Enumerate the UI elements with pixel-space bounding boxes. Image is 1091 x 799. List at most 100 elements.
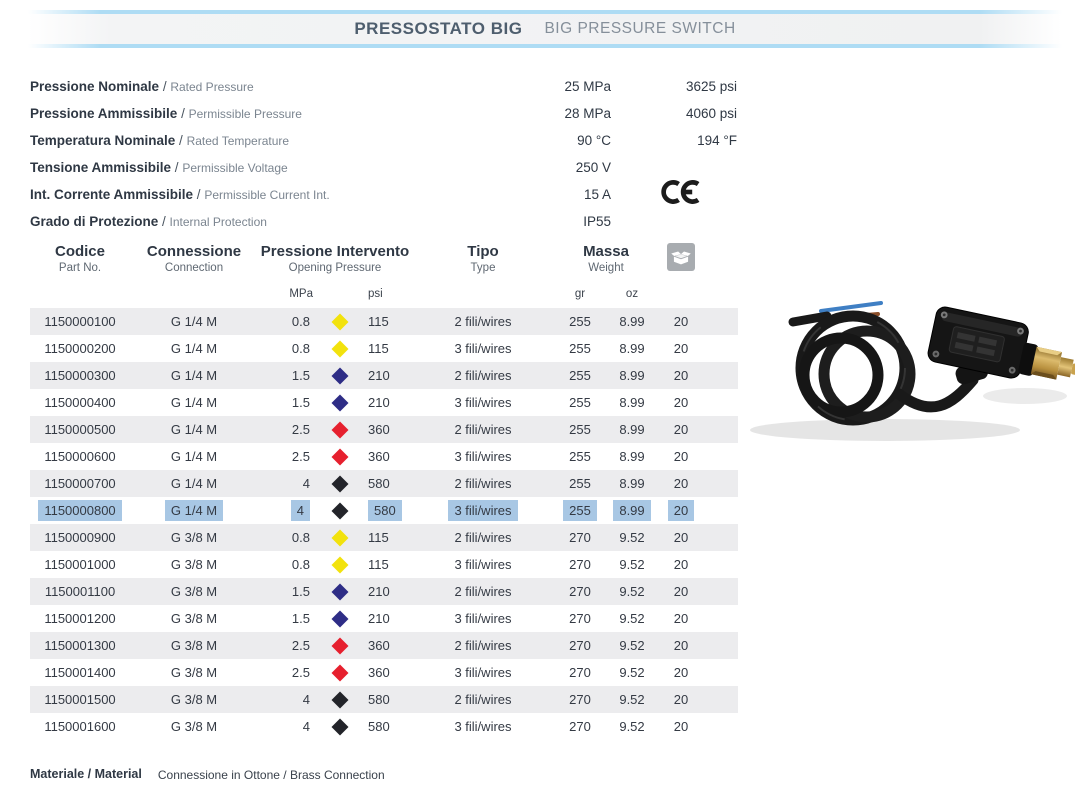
cell-qty: 20 bbox=[673, 449, 689, 465]
cell-oz: 9.52 bbox=[619, 584, 645, 600]
table-row[interactable]: 1150001000 G 3/8 M 0.8 115 3 fili/wires 270 9.… bbox=[30, 551, 738, 578]
cell-code: 1150000300 bbox=[44, 368, 116, 384]
cell-code: 1150001000 bbox=[44, 557, 116, 573]
table-row[interactable]: 1150000300 G 1/4 M 1.5 210 2 fili/wires 255 8.… bbox=[30, 362, 738, 390]
spec-row: Pressione Ammissibile / Permissible Pres… bbox=[30, 106, 737, 121]
table-header: Codice Part No. Connessione Connection P… bbox=[30, 243, 738, 275]
cell-gr: 270 bbox=[569, 530, 591, 546]
spec-label-en: Permissible Current Int. bbox=[204, 188, 330, 202]
cell-code: 1150001300 bbox=[44, 638, 116, 654]
spec-label-en: Internal Protection bbox=[169, 215, 267, 229]
table-row[interactable]: 1150000400 G 1/4 M 1.5 210 3 fili/wires 255 8.… bbox=[30, 389, 738, 416]
cell-connection: G 3/8 M bbox=[170, 719, 218, 735]
spec-metric-value: 28 MPa bbox=[564, 106, 611, 121]
cell-gr: 270 bbox=[569, 611, 591, 627]
cell-pressure-color bbox=[318, 448, 362, 466]
cell-gr: 255 bbox=[569, 449, 591, 465]
navy-diamond-icon bbox=[331, 610, 349, 628]
cell-psi: 115 bbox=[368, 530, 389, 546]
cell-pressure-color bbox=[318, 340, 362, 358]
cell-type: 2 fili/wires bbox=[454, 314, 512, 330]
column-header-pressure: Pressione Intervento bbox=[260, 243, 410, 260]
cell-gr: 255 bbox=[569, 368, 591, 384]
cell-mpa: 1.5 bbox=[291, 368, 310, 384]
cell-oz: 9.52 bbox=[619, 692, 645, 708]
table-row[interactable]: 1150000700 G 1/4 M 4 580 2 fili/wires 255 8.99… bbox=[30, 470, 738, 498]
black-diamond-icon bbox=[331, 718, 349, 736]
cell-type: 2 fili/wires bbox=[454, 368, 512, 384]
header-band: PRESSOSTATO BIG BIG PRESSURE SWITCH bbox=[28, 10, 1062, 48]
cell-type: 3 fili/wires bbox=[454, 449, 512, 465]
table-row[interactable]: 1150000200 G 1/4 M 0.8 115 3 fili/wires 255 8.… bbox=[30, 335, 738, 362]
cell-qty: 20 bbox=[673, 314, 689, 330]
material-label: Materiale / Material bbox=[30, 767, 142, 781]
cell-pressure-color bbox=[318, 529, 362, 547]
unit-label-gr: gr bbox=[574, 288, 586, 301]
spec-imperial-value: 4060 psi bbox=[685, 106, 737, 121]
cell-connection: G 1/4 M bbox=[170, 476, 218, 492]
cell-code: 1150000600 bbox=[44, 449, 116, 465]
cell-qty: 20 bbox=[673, 422, 689, 438]
cell-psi: 210 bbox=[368, 368, 390, 384]
table-row[interactable]: 1150001600 G 3/8 M 4 580 3 fili/wires 270 9.52… bbox=[30, 713, 738, 740]
cell-code: 1150000900 bbox=[44, 530, 116, 546]
cell-psi: 360 bbox=[368, 638, 390, 654]
spec-label-it: Temperatura Nominale bbox=[30, 133, 176, 148]
cell-connection: G 1/4 M bbox=[130, 500, 258, 522]
spec-metric-value: IP55 bbox=[583, 214, 611, 229]
cell-gr: 270 bbox=[569, 557, 591, 573]
table-row[interactable]: 1150001300 G 3/8 M 2.5 360 2 fili/wires 270 9.… bbox=[30, 632, 738, 660]
cell-type: 3 fili/wires bbox=[454, 557, 512, 573]
cell-mpa: 2.5 bbox=[291, 638, 310, 654]
page-title-english: BIG PRESSURE SWITCH bbox=[544, 20, 736, 37]
red-diamond-icon bbox=[331, 421, 349, 439]
table-row[interactable]: 1150001500 G 3/8 M 4 580 2 fili/wires 270 9.52… bbox=[30, 686, 738, 714]
black-diamond-icon bbox=[331, 691, 349, 709]
table-row[interactable]: 1150000600 G 1/4 M 2.5 360 3 fili/wires 255 8.… bbox=[30, 443, 738, 470]
table-row[interactable]: 1150001400 G 3/8 M 2.5 360 3 fili/wires 270 9.… bbox=[30, 659, 738, 686]
band-line-top bbox=[28, 10, 1062, 14]
spec-row: Grado di Protezione / Internal Protectio… bbox=[30, 214, 611, 229]
cell-gr: 270 bbox=[569, 719, 591, 735]
spec-metric-value: 250 V bbox=[575, 160, 611, 175]
table-row[interactable]: 1150000100 G 1/4 M 0.8 115 2 fili/wires 255 8.… bbox=[30, 308, 738, 336]
spec-label-en: Permissible Voltage bbox=[182, 161, 288, 175]
cell-mpa: 1.5 bbox=[291, 611, 310, 627]
red-diamond-icon bbox=[331, 664, 349, 682]
spec-label-it: Pressione Ammissibile bbox=[30, 106, 178, 121]
cell-gr: 255 bbox=[554, 500, 606, 522]
cell-oz: 8.99 bbox=[619, 314, 645, 330]
cell-type: 3 fili/wires bbox=[412, 500, 554, 522]
cell-mpa: 1.5 bbox=[291, 395, 310, 411]
cell-mpa: 4 bbox=[258, 500, 318, 522]
spec-label-it: Int. Corrente Ammissibile bbox=[30, 187, 194, 202]
table-row[interactable]: 1150000900 G 3/8 M 0.8 115 2 fili/wires 270 9.… bbox=[30, 524, 738, 552]
cell-oz: 9.52 bbox=[619, 665, 645, 681]
navy-diamond-icon bbox=[331, 367, 349, 385]
table-row[interactable]: 1150001200 G 3/8 M 1.5 210 3 fili/wires 270 9.… bbox=[30, 605, 738, 632]
cell-connection: G 3/8 M bbox=[170, 584, 218, 600]
cell-connection: G 3/8 M bbox=[170, 530, 218, 546]
table-row[interactable]: 1150000500 G 1/4 M 2.5 360 2 fili/wires 255 8.… bbox=[30, 416, 738, 444]
material-value: Connessione in Ottone / Brass Connection bbox=[157, 768, 385, 782]
cell-psi: 115 bbox=[368, 314, 389, 330]
column-header-type: Tipo bbox=[467, 243, 499, 260]
table-row[interactable]: 1150000800 G 1/4 M 4 580 3 fili/wires 255 8.99… bbox=[30, 497, 738, 524]
cell-qty: 20 bbox=[673, 611, 689, 627]
cell-type: 2 fili/wires bbox=[454, 422, 512, 438]
table-row[interactable]: 1150001100 G 3/8 M 1.5 210 2 fili/wires 270 9.… bbox=[30, 578, 738, 606]
cell-gr: 255 bbox=[569, 476, 591, 492]
red-diamond-icon bbox=[331, 637, 349, 655]
cell-gr: 270 bbox=[569, 665, 591, 681]
cell-qty: 20 bbox=[673, 692, 689, 708]
cell-psi: 210 bbox=[368, 611, 390, 627]
cell-code: 1150001500 bbox=[44, 692, 116, 708]
spec-label-en: Rated Pressure bbox=[170, 80, 254, 94]
cell-code: 1150000200 bbox=[44, 341, 116, 357]
cell-oz: 8.99 bbox=[606, 500, 658, 522]
cell-connection: G 1/4 M bbox=[170, 449, 218, 465]
cell-oz: 9.52 bbox=[619, 530, 645, 546]
cell-oz: 8.99 bbox=[619, 422, 645, 438]
cell-psi: 580 bbox=[368, 692, 390, 708]
